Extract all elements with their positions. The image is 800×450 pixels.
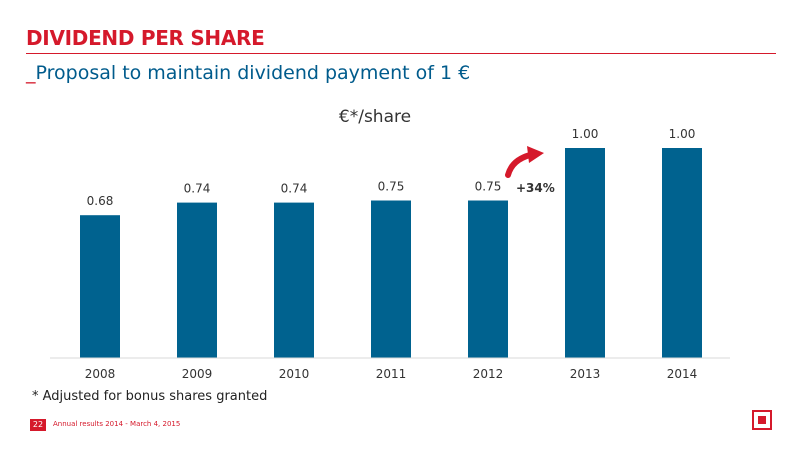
- x-tick-2013: 2013: [570, 367, 601, 381]
- bars-group: 0.68 0.74 0.74 0.75 0.75 1.00 1.00: [80, 127, 702, 358]
- bar-2011: [371, 200, 411, 358]
- bar-2014: [662, 148, 702, 358]
- bar-2010: [274, 202, 314, 358]
- x-tick-2011: 2011: [376, 367, 407, 381]
- footnote: * Adjusted for bonus shares granted: [32, 389, 268, 404]
- page-title: DIVIDEND PER SHARE: [26, 26, 265, 50]
- x-tick-2009: 2009: [182, 367, 213, 381]
- bar-value-label-2009: 0.74: [184, 182, 211, 196]
- subtitle-text: Proposal to maintain dividend payment of…: [35, 62, 471, 84]
- footer-text: Annual results 2014 - March 4, 2015: [53, 420, 181, 428]
- x-tick-2008: 2008: [85, 367, 116, 381]
- bar-2009: [177, 202, 217, 358]
- x-tick-2010: 2010: [279, 367, 310, 381]
- bar-value-label-2013: 1.00: [572, 127, 599, 141]
- subtitle-dash: _: [26, 62, 36, 84]
- growth-arrow: [505, 152, 533, 178]
- page-subtitle: _Proposal to maintain dividend payment o…: [26, 62, 470, 84]
- x-ticks-group: 2008 2009 2010 2011 2012 2013 2014: [85, 367, 698, 381]
- bar-value-label-2012: 0.75: [475, 180, 502, 194]
- page-number: 22: [30, 419, 46, 431]
- bar-value-label-2011: 0.75: [378, 180, 405, 194]
- chart-unit-label: €*/share: [339, 107, 411, 127]
- company-logo-mark: [758, 416, 766, 424]
- bar-value-label-2014: 1.00: [669, 127, 696, 141]
- bar-2012: [468, 200, 508, 358]
- bar-value-label-2008: 0.68: [87, 194, 114, 208]
- x-tick-2012: 2012: [473, 367, 504, 381]
- bar-value-label-2010: 0.74: [281, 182, 308, 196]
- growth-arrow-head: [527, 146, 544, 163]
- bar-2008: [80, 215, 120, 358]
- growth-annotation: +34%: [516, 181, 555, 195]
- bar-2013: [565, 148, 605, 358]
- title-divider: [26, 53, 776, 54]
- company-logo-icon: [752, 410, 772, 430]
- x-tick-2014: 2014: [667, 367, 698, 381]
